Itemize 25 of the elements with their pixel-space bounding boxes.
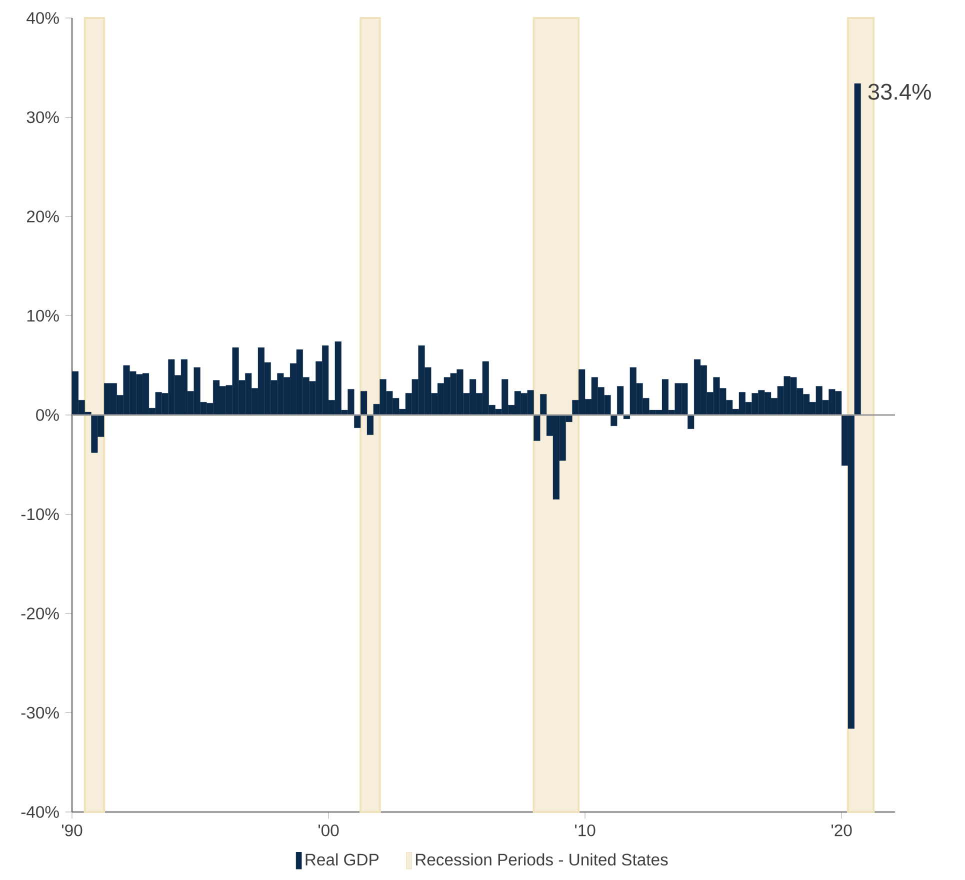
bar xyxy=(540,394,547,416)
y-tick-label: -20% xyxy=(21,608,59,620)
bar xyxy=(354,414,361,428)
y-tick-label: 40% xyxy=(26,12,59,24)
bar xyxy=(360,391,368,416)
x-tick-label: '90 xyxy=(62,824,82,836)
x-tick-label: '20 xyxy=(832,824,852,836)
y-tick-label: -40% xyxy=(21,806,59,818)
y-tick-label: -10% xyxy=(21,508,59,520)
bar xyxy=(366,414,374,435)
legend-label: Real GDP xyxy=(306,853,379,866)
y-tick-label: -30% xyxy=(21,706,59,719)
annotation: 33.4% xyxy=(868,84,931,100)
bar xyxy=(688,414,694,429)
x-tick-label: '00 xyxy=(318,824,339,836)
bar xyxy=(854,83,861,416)
y-tick-label: 10% xyxy=(27,310,59,322)
y-tick-label: 0% xyxy=(36,409,59,421)
y-tick-label: 20% xyxy=(27,210,59,222)
x-tick-label: '10 xyxy=(575,824,596,836)
bar xyxy=(617,386,624,416)
legend-label: Recession Periods - United States xyxy=(416,853,668,866)
bar xyxy=(610,414,618,426)
bar xyxy=(534,414,540,441)
y-tick-label: 30% xyxy=(26,111,59,124)
